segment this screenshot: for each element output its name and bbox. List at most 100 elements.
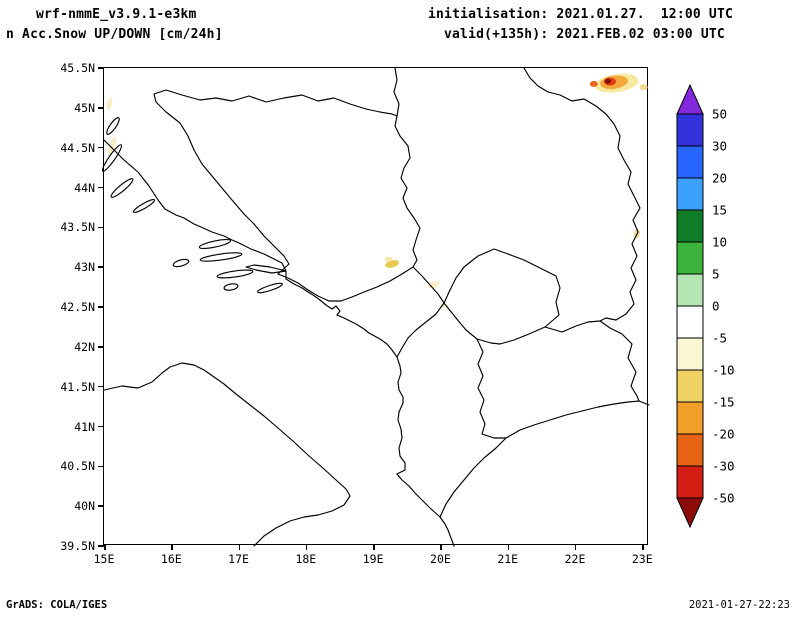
colorbar-label: 30 bbox=[712, 139, 727, 154]
y-axis-tick bbox=[98, 107, 104, 109]
colorbar-label: 10 bbox=[712, 235, 727, 250]
x-axis-tick bbox=[104, 544, 106, 550]
y-axis-tick bbox=[98, 146, 104, 149]
colorbar-segment bbox=[676, 305, 704, 339]
map-plot-frame: 15E 16E 17E 18E 19E 20E 21E 22E 23E 45.5N 45N 44.5N… bbox=[60, 61, 652, 566]
italy-coastline bbox=[103, 362, 351, 547]
anomaly-spot bbox=[639, 84, 648, 91]
albania-macedonia-border bbox=[476, 338, 507, 439]
island bbox=[132, 199, 156, 213]
y-axis-tick bbox=[98, 67, 104, 69]
y-axis-tick bbox=[98, 465, 104, 468]
y-axis-label: 41.5N bbox=[60, 379, 95, 394]
y-axis-tick bbox=[98, 266, 104, 268]
serbia-romania-bulgaria-border bbox=[523, 67, 650, 406]
kosovo-border bbox=[443, 248, 561, 345]
creation-timestamp: 2021-01-27-22:23 bbox=[688, 599, 790, 611]
anomaly-spot bbox=[107, 136, 117, 156]
colorbar-segment bbox=[676, 145, 704, 179]
colorbar-segment bbox=[676, 433, 704, 467]
x-axis-tick bbox=[642, 544, 644, 550]
colorbar: 50 30 20 15 10 5 0 -5 -10 -15 -20 -30 -50 bbox=[676, 83, 748, 536]
y-axis-label: 44N bbox=[74, 180, 95, 195]
anomaly-spot bbox=[385, 260, 399, 268]
colorbar-label: 0 bbox=[712, 299, 720, 314]
y-axis-tick bbox=[98, 385, 104, 388]
shaded-anomalies-layer bbox=[106, 73, 648, 308]
y-axis-tick bbox=[98, 226, 104, 229]
croatia-serbia-border bbox=[393, 67, 400, 117]
grads-credit: GrADS: COLA/IGES bbox=[6, 599, 108, 611]
x-axis-label: 18E bbox=[295, 552, 317, 566]
colorbar-label: -20 bbox=[712, 427, 735, 442]
colorbar-segment bbox=[676, 465, 704, 499]
island bbox=[223, 283, 239, 291]
x-axis-tick bbox=[305, 544, 308, 550]
y-axis-tick bbox=[98, 545, 104, 547]
colorbar-segment bbox=[676, 273, 704, 307]
montenegro-serbia-border bbox=[412, 266, 445, 304]
colorbar-label: 50 bbox=[712, 107, 727, 122]
colorbar-segment bbox=[676, 177, 704, 211]
colorbar-segment bbox=[676, 209, 704, 243]
y-axis-label: 44.5N bbox=[60, 140, 95, 155]
y-axis-label: 41N bbox=[74, 419, 95, 434]
x-axis-label: 17E bbox=[228, 552, 249, 566]
montenegro-albania-border bbox=[396, 302, 445, 358]
y-axis-label: 39.5N bbox=[60, 539, 95, 553]
island bbox=[198, 238, 232, 250]
colorbar-segment bbox=[676, 337, 704, 371]
colorbar-arrow-bottom bbox=[676, 497, 704, 529]
x-axis-label: 16E bbox=[160, 552, 182, 566]
serbia-macedonia-border bbox=[544, 320, 601, 333]
island bbox=[106, 117, 120, 135]
anomaly-spot bbox=[384, 256, 393, 262]
x-axis-tick bbox=[440, 544, 442, 550]
y-axis-label: 45.5N bbox=[60, 61, 95, 75]
colorbar-label: 20 bbox=[712, 171, 727, 186]
init-time-label: initialisation: 2021.01.27. 12:00 UTC bbox=[428, 7, 734, 22]
anomaly-spot bbox=[604, 78, 611, 84]
island bbox=[101, 144, 123, 172]
model-title: wrf-nmmE_v3.9.1-e3km bbox=[36, 7, 197, 22]
anomaly-spot bbox=[589, 80, 598, 87]
y-axis-label: 43.5N bbox=[60, 220, 95, 235]
map-outlines bbox=[101, 67, 650, 547]
x-axis-tick bbox=[507, 544, 510, 550]
dalmatian-islands bbox=[101, 117, 283, 294]
y-axis-label: 42N bbox=[74, 339, 95, 354]
colorbar-label: 5 bbox=[712, 267, 720, 282]
bosnia-border bbox=[153, 89, 421, 302]
anomaly-spot bbox=[106, 98, 113, 110]
valid-time-label: valid(+135h): 2021.FEB.02 03:00 UTC bbox=[444, 27, 725, 42]
y-axis-label: 40.5N bbox=[60, 459, 95, 474]
y-axis-label: 42.5N bbox=[60, 300, 95, 314]
y-axis-label: 45N bbox=[74, 100, 95, 115]
map-canvas bbox=[101, 67, 650, 547]
y-axis-tick bbox=[98, 186, 104, 189]
y-axis-tick bbox=[98, 505, 104, 507]
island bbox=[172, 258, 190, 268]
colorbar-label: -15 bbox=[712, 395, 735, 410]
field-title: n Acc.Snow UP/DOWN [cm/24h] bbox=[6, 27, 223, 42]
island bbox=[216, 269, 254, 279]
x-axis-label: 22E bbox=[564, 552, 586, 566]
y-axis-label: 43N bbox=[74, 260, 95, 275]
x-axis-tick bbox=[238, 544, 241, 550]
colorbar-label: -5 bbox=[712, 331, 727, 346]
x-axis-tick bbox=[574, 544, 577, 550]
x-axis-label: 15E bbox=[93, 552, 115, 566]
adriatic-coastline bbox=[103, 139, 455, 547]
albania-greece-border bbox=[439, 437, 507, 518]
island bbox=[199, 252, 243, 262]
x-axis-label: 19E bbox=[362, 552, 384, 566]
x-axis-tick bbox=[373, 544, 375, 550]
x-axis-label: 21E bbox=[497, 552, 519, 566]
colorbar-label: -30 bbox=[712, 459, 735, 474]
y-axis-tick bbox=[98, 346, 104, 348]
colorbar-segment bbox=[676, 241, 704, 275]
colorbar-label: -10 bbox=[712, 363, 735, 378]
colorbar-segment bbox=[676, 113, 704, 147]
x-axis-label: 23E bbox=[631, 552, 653, 566]
